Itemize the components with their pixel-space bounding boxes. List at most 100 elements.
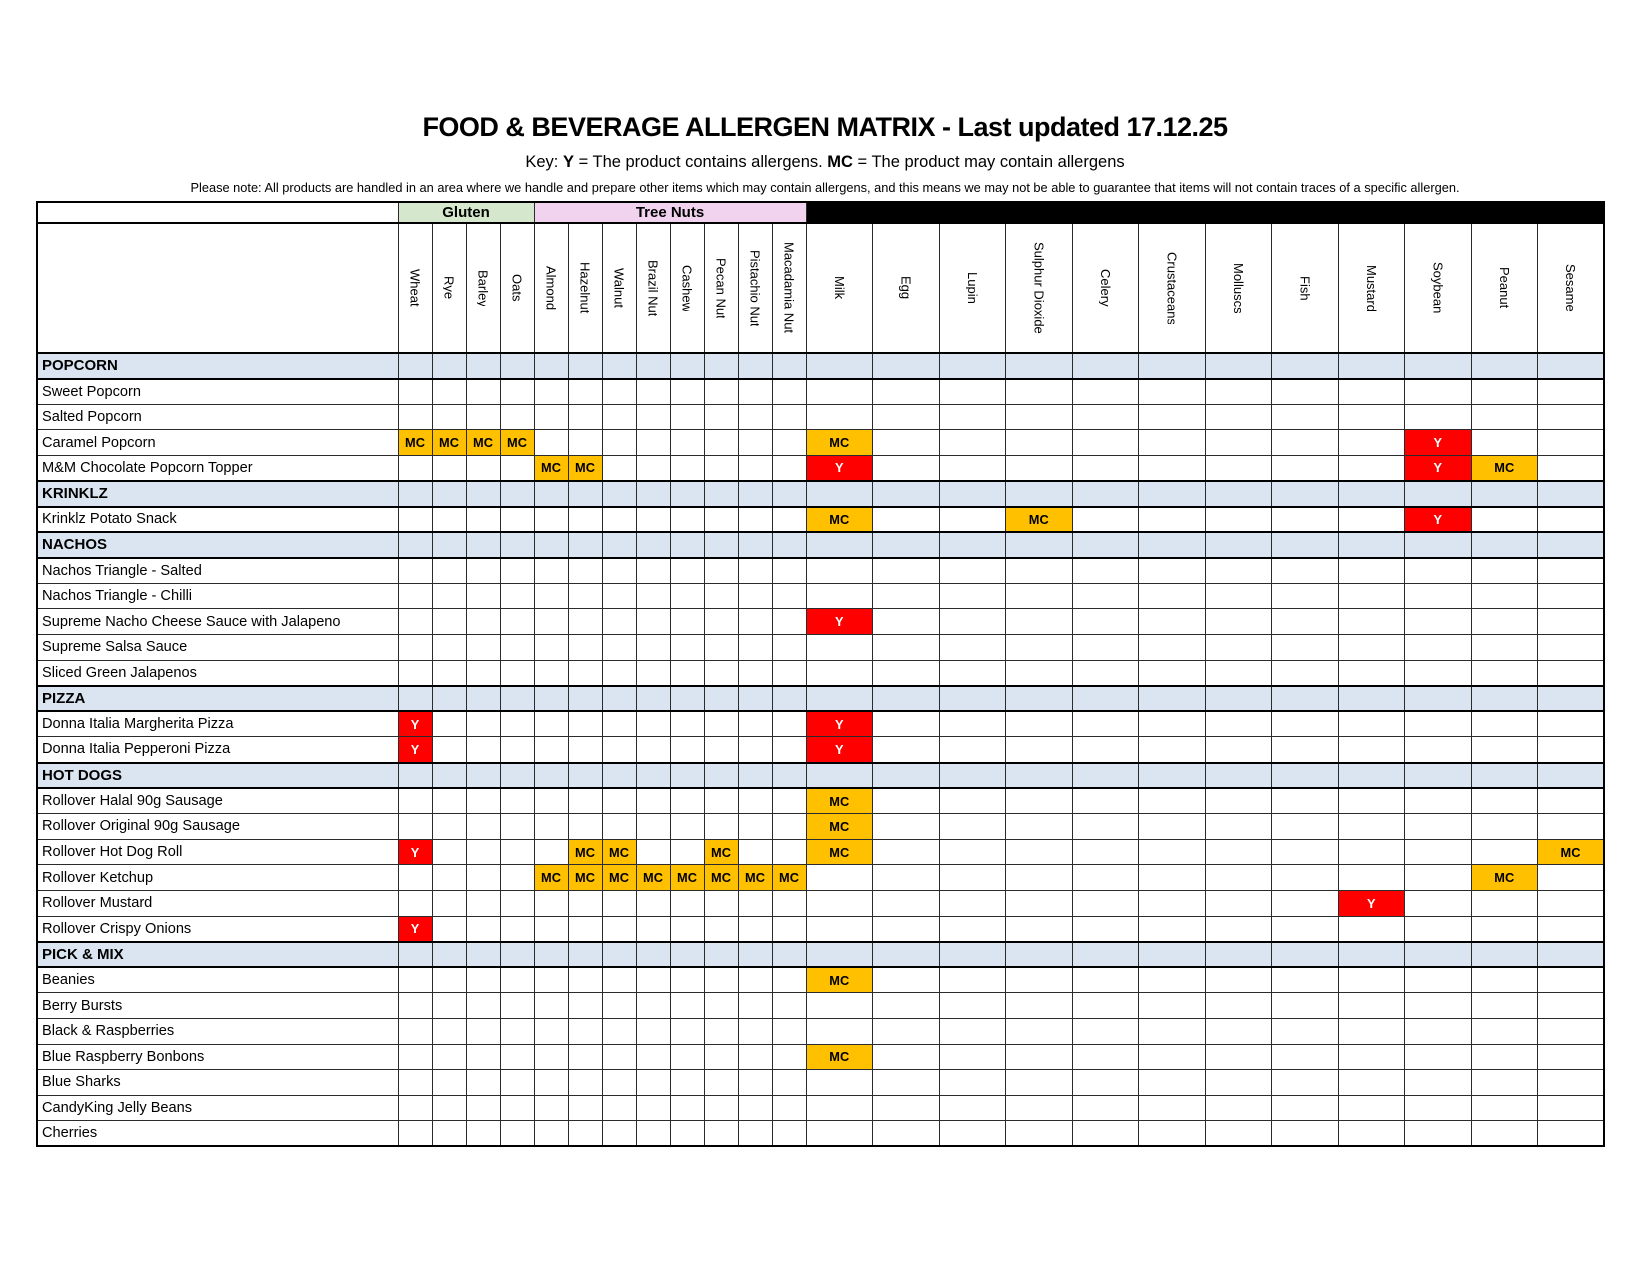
cell-lupin bbox=[938, 915, 1006, 943]
cell-barley bbox=[465, 813, 501, 840]
allergen-matrix-table: Gluten Tree Nuts Wheat Rye Barley Oats Almond… bbox=[36, 201, 1605, 1148]
cell-pistachio_nut bbox=[737, 787, 773, 815]
cell-fish bbox=[1271, 684, 1339, 713]
cell-cashew bbox=[669, 889, 705, 917]
cell-molluscs bbox=[1204, 454, 1272, 482]
cell-almond bbox=[533, 1017, 569, 1045]
cell-pecan_nut bbox=[703, 761, 739, 790]
cell-pecan_nut bbox=[703, 966, 739, 994]
cell-milk bbox=[805, 634, 873, 661]
cell-celery bbox=[1071, 608, 1139, 636]
cell-wheat: Y bbox=[397, 915, 433, 943]
cell-crustaceans bbox=[1138, 634, 1206, 661]
cell-hazelnut bbox=[567, 940, 603, 969]
cell-walnut bbox=[601, 479, 637, 508]
cell-peanut bbox=[1470, 889, 1538, 917]
cell-celery bbox=[1071, 352, 1139, 380]
col-header-label-lupin: Lupin bbox=[965, 272, 979, 304]
cell-cashew bbox=[669, 557, 705, 584]
cell-hazelnut bbox=[567, 403, 603, 431]
product-name-cell: Donna Italia Pepperoni Pizza bbox=[36, 736, 399, 763]
cell-molluscs bbox=[1204, 684, 1272, 713]
cell-hazelnut bbox=[567, 966, 603, 994]
cell-brazil_nut bbox=[635, 940, 671, 969]
cell-rye bbox=[431, 736, 467, 763]
cell-oats bbox=[499, 761, 535, 790]
cell-rye bbox=[431, 479, 467, 508]
cell-crustaceans bbox=[1138, 1094, 1206, 1122]
col-header-oats: Oats bbox=[499, 222, 535, 354]
cell-milk bbox=[805, 531, 873, 559]
cell-walnut bbox=[601, 889, 637, 917]
cell-brazil_nut bbox=[635, 1017, 671, 1045]
cell-fish bbox=[1271, 1017, 1339, 1045]
cell-barley bbox=[465, 352, 501, 380]
cell-wheat bbox=[397, 378, 433, 405]
cell-pistachio_nut bbox=[737, 1017, 773, 1045]
cell-macadamia_nut bbox=[771, 659, 807, 687]
product-name-cell: M&M Chocolate Popcorn Topper bbox=[36, 454, 399, 482]
col-header-rye: Rye bbox=[431, 222, 467, 354]
cell-cashew bbox=[669, 940, 705, 969]
cell-sesame bbox=[1537, 813, 1605, 840]
cell-almond bbox=[533, 403, 569, 431]
cell-brazil_nut bbox=[635, 378, 671, 405]
col-header-label-almond: Almond bbox=[544, 265, 558, 311]
product-name-cell: Black & Raspberries bbox=[36, 1017, 399, 1045]
cell-milk bbox=[805, 684, 873, 713]
cell-cashew bbox=[669, 454, 705, 482]
cell-oats bbox=[499, 506, 535, 533]
cell-crustaceans bbox=[1138, 1069, 1206, 1096]
cell-crustaceans bbox=[1138, 966, 1206, 994]
product-row: Blue Raspberry Bonbons MC bbox=[36, 1043, 1605, 1071]
cell-pistachio_nut bbox=[737, 915, 773, 943]
cell-pistachio_nut bbox=[737, 761, 773, 790]
cell-sesame bbox=[1537, 608, 1605, 636]
product-name-cell: Rollover Mustard bbox=[36, 889, 399, 917]
cell-crustaceans bbox=[1138, 992, 1206, 1019]
cell-peanut bbox=[1470, 608, 1538, 636]
page-title: FOOD & BEVERAGE ALLERGEN MATRIX - Last u… bbox=[422, 112, 1228, 142]
cell-barley bbox=[465, 710, 501, 738]
cell-almond bbox=[533, 531, 569, 559]
cell-molluscs bbox=[1204, 634, 1272, 661]
cell-sulphur_dioxide bbox=[1005, 634, 1073, 661]
cell-hazelnut bbox=[567, 889, 603, 917]
cell-macadamia_nut bbox=[771, 1017, 807, 1045]
cell-mustard bbox=[1337, 838, 1405, 866]
cell-barley bbox=[465, 403, 501, 431]
cell-walnut bbox=[601, 966, 637, 994]
cell-mustard bbox=[1337, 479, 1405, 508]
cell-pecan_nut bbox=[703, 1017, 739, 1045]
cell-macadamia_nut bbox=[771, 940, 807, 969]
cell-milk bbox=[805, 557, 873, 584]
col-header-brazil_nut: Brazil Nut bbox=[635, 222, 671, 354]
cell-soybean bbox=[1404, 940, 1472, 969]
cell-wheat bbox=[397, 479, 433, 508]
cell-soybean bbox=[1404, 479, 1472, 508]
cell-oats bbox=[499, 1043, 535, 1071]
cell-brazil_nut: MC bbox=[635, 864, 671, 891]
col-header-peanut: Peanut bbox=[1470, 222, 1538, 354]
cell-sesame bbox=[1537, 479, 1605, 508]
product-row: Rollover Crispy Onions Y bbox=[36, 915, 1605, 943]
product-row: Nachos Triangle - Salted bbox=[36, 557, 1605, 584]
cell-egg bbox=[872, 608, 940, 636]
product-row: Nachos Triangle - Chilli bbox=[36, 582, 1605, 610]
cell-walnut: MC bbox=[601, 864, 637, 891]
cell-sesame bbox=[1537, 659, 1605, 687]
cell-milk bbox=[805, 352, 873, 380]
cell-almond bbox=[533, 506, 569, 533]
cell-molluscs bbox=[1204, 838, 1272, 866]
cell-pistachio_nut bbox=[737, 992, 773, 1019]
cell-molluscs bbox=[1204, 506, 1272, 533]
cell-walnut bbox=[601, 940, 637, 969]
cell-brazil_nut bbox=[635, 915, 671, 943]
cell-mustard bbox=[1337, 684, 1405, 713]
cell-lupin bbox=[938, 506, 1006, 533]
cell-mustard bbox=[1337, 454, 1405, 482]
cell-soybean: Y bbox=[1404, 429, 1472, 456]
cell-celery bbox=[1071, 889, 1139, 917]
cell-barley bbox=[465, 479, 501, 508]
cell-fish bbox=[1271, 915, 1339, 943]
